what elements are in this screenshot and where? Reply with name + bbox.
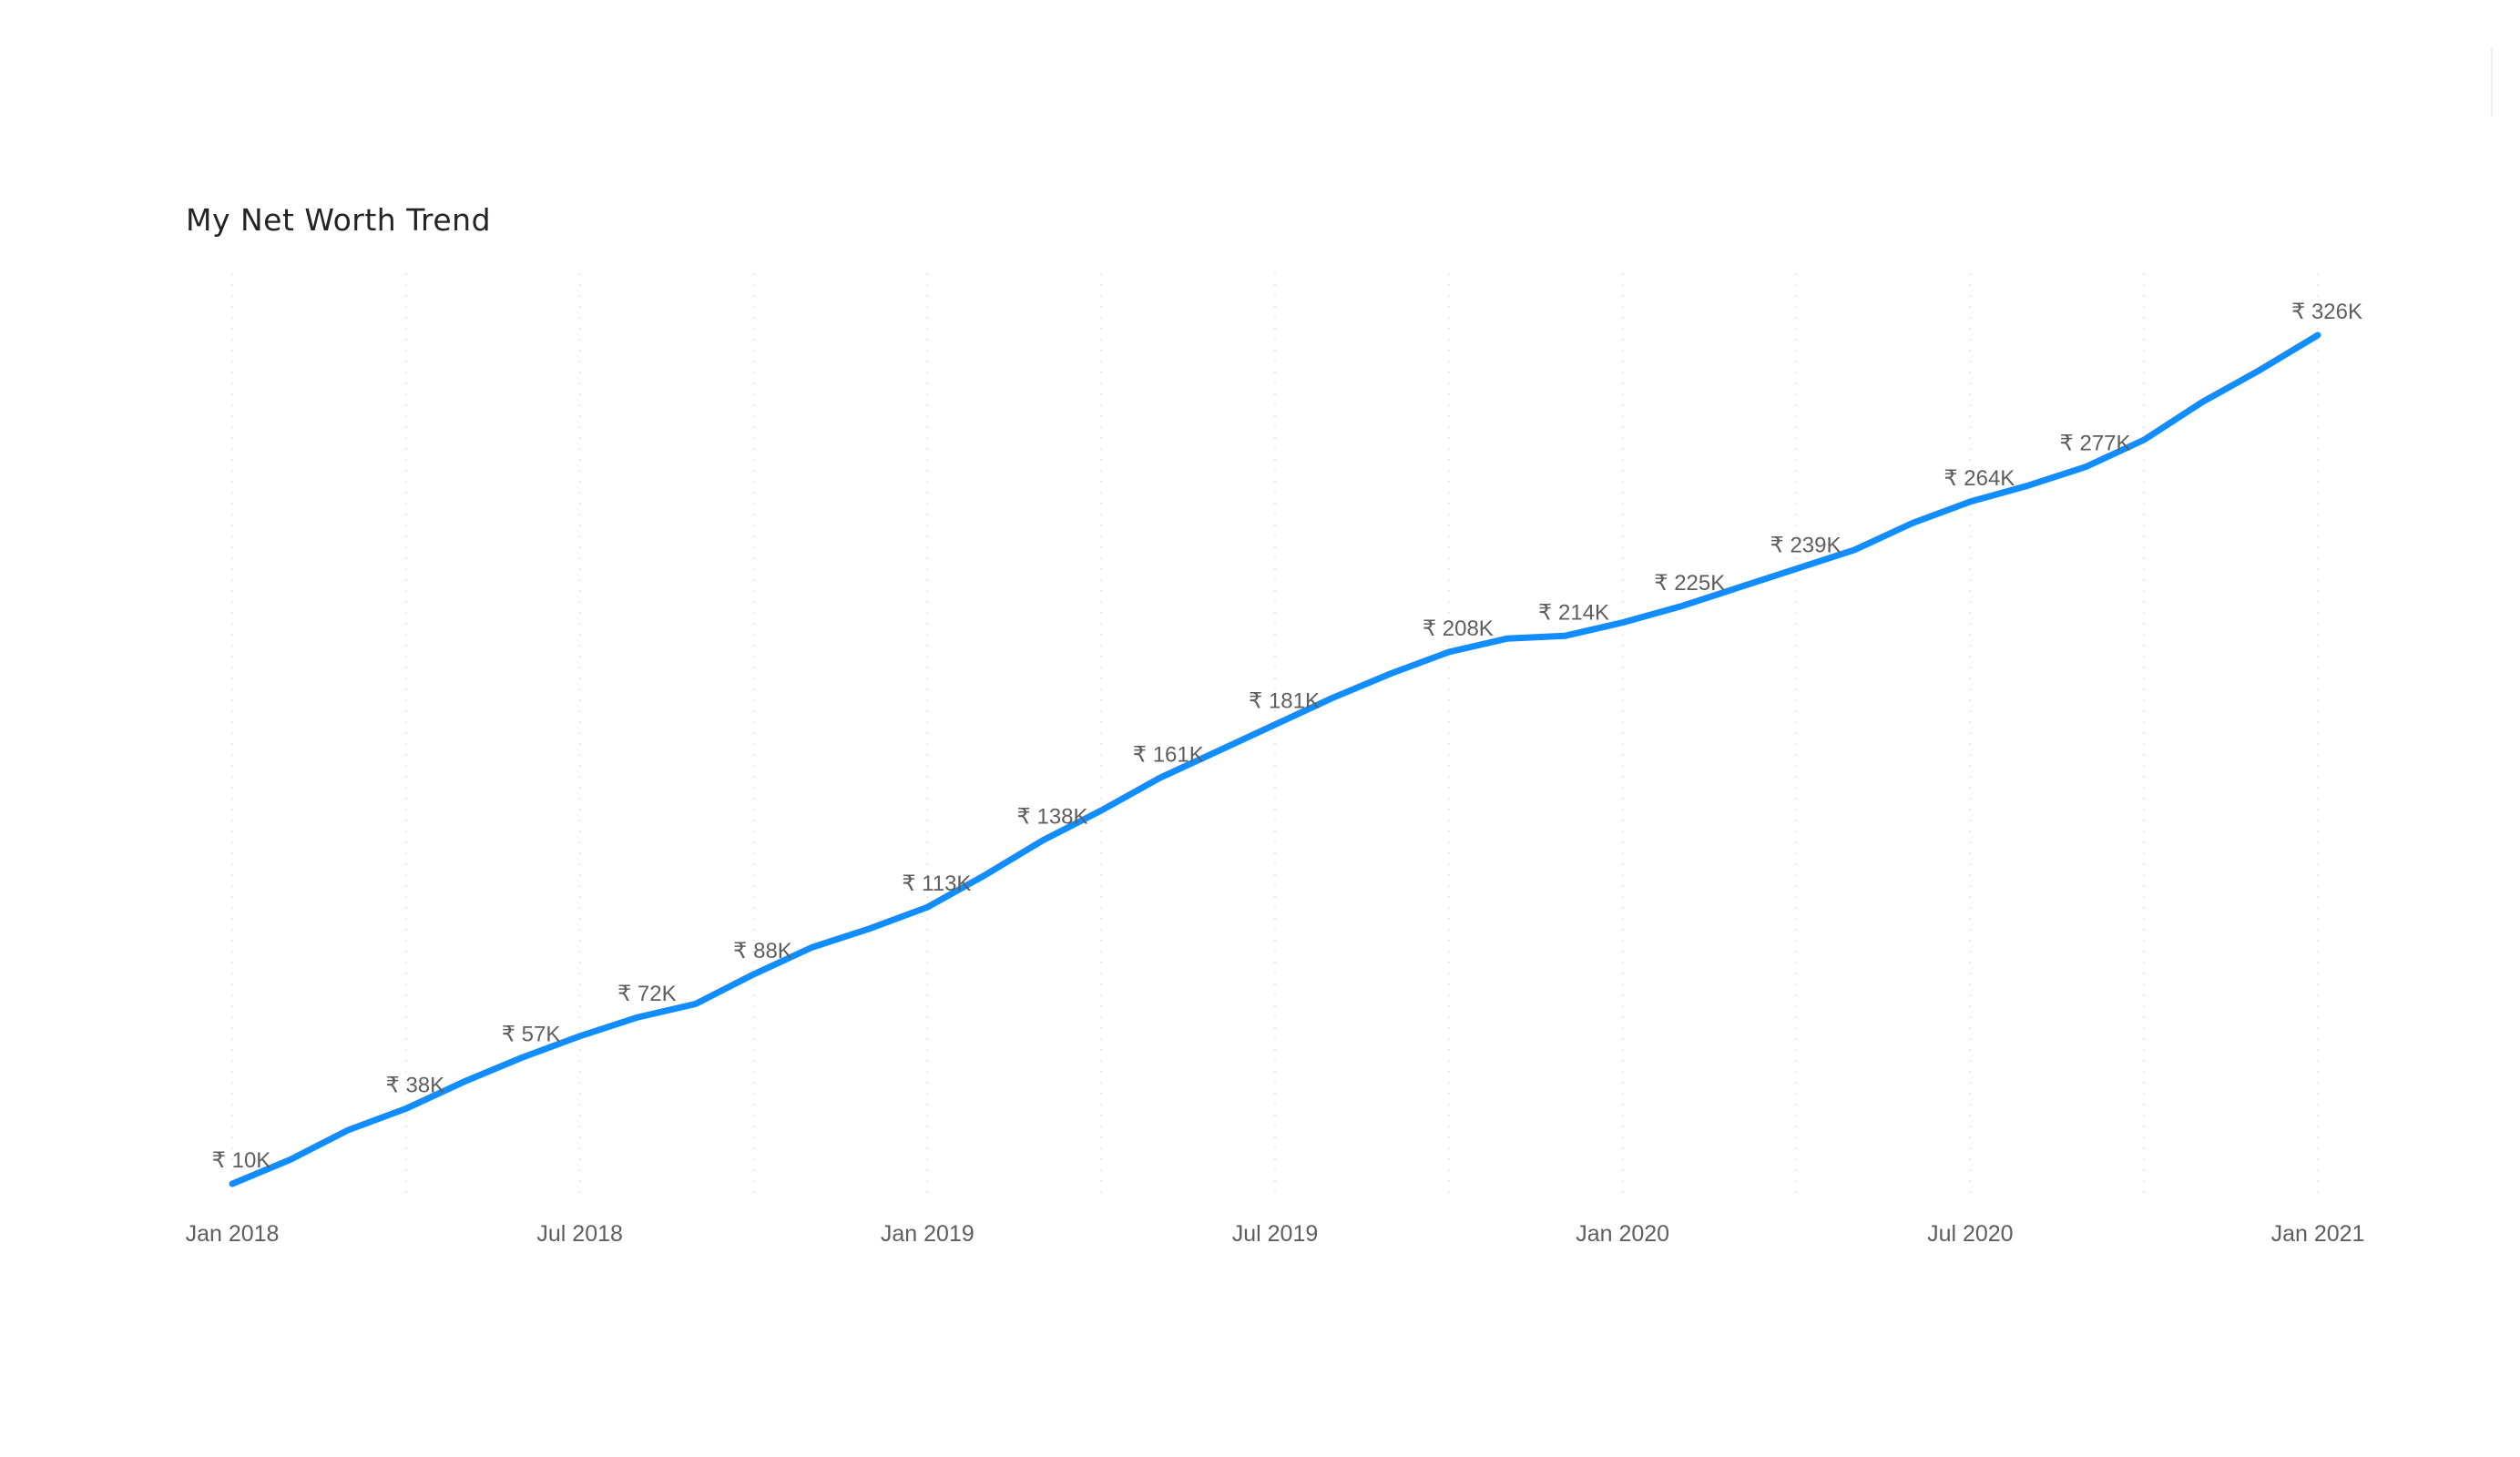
series-layer [229,331,2321,1187]
data-label: ₹ 10K [212,1148,271,1173]
data-label: ₹ 113K [902,871,971,896]
data-labels: ₹ 10K ₹ 38K ₹ 57K ₹ 72K ₹ 88K ₹ 113K ₹ 138K ₹ 1… [212,300,2362,1173]
x-tick-label: Jan 2019 [881,1221,974,1247]
data-label: ₹ 277K [2060,432,2131,456]
x-tick-label: Jul 2018 [536,1221,623,1247]
x-tick-label: Jan 2020 [1576,1221,1669,1247]
data-label: ₹ 225K [1654,571,1725,596]
series-line[interactable] [229,331,2321,1187]
data-label: ₹ 239K [1770,534,1842,558]
data-label: ₹ 88K [733,939,792,963]
x-tick-label: Jan 2018 [186,1221,280,1247]
data-label: ₹ 161K [1133,743,1204,768]
data-label: ₹ 138K [1017,804,1088,829]
x-tick-label: Jul 2020 [1927,1221,2014,1247]
data-label: ₹ 208K [1423,616,1494,641]
data-label: ₹ 214K [1538,600,1609,625]
visual-border [2491,47,2493,117]
x-tick-label: Jan 2021 [2271,1221,2365,1247]
data-label: ₹ 181K [1249,689,1320,714]
data-label: ₹ 326K [2291,300,2362,324]
data-label: ₹ 38K [386,1073,445,1097]
x-tick-label: Jul 2019 [1232,1221,1319,1247]
x-axis: Jan 2018 Jul 2018 Jan 2019 Jul 2019 Jan 2020… [186,1221,2365,1247]
chart-title: My Net Worth Trend [186,202,492,238]
data-label: ₹ 57K [502,1022,561,1046]
data-label: ₹ 264K [1944,466,2015,491]
gridlines [231,273,2319,1202]
data-label: ₹ 72K [617,982,677,1006]
